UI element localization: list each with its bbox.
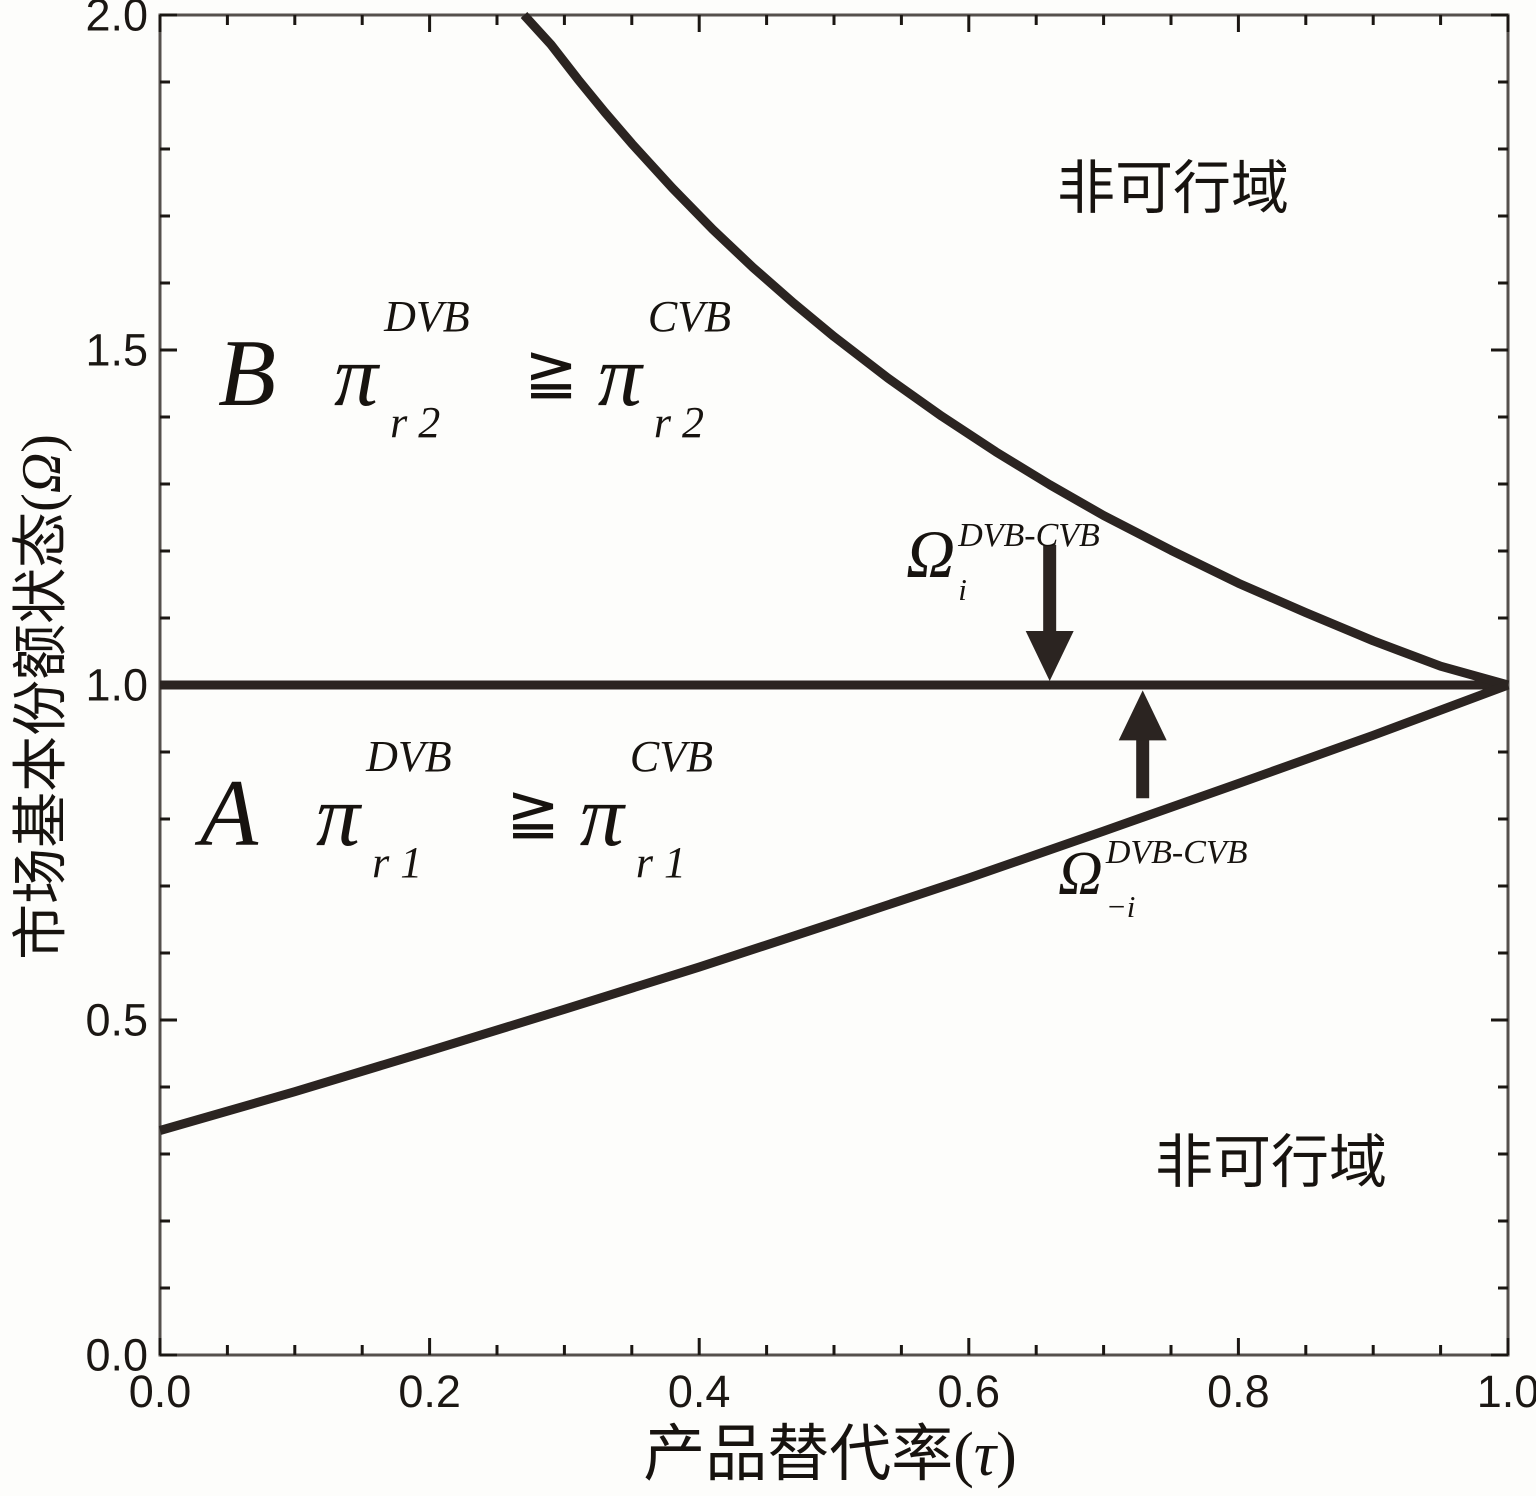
pi-symbol: π bbox=[316, 768, 361, 865]
y-axis-title-close: ) bbox=[11, 434, 73, 453]
omega-neg-i-annotation: Ω DVB-CVB −i bbox=[1058, 834, 1263, 923]
infeasible-region-label-bottom: 非可行域 bbox=[1155, 1130, 1388, 1195]
superscript-dvb-cvb: DVB-CVB bbox=[958, 517, 1100, 554]
subscript-r2: r 2 bbox=[390, 398, 441, 447]
y-tick-label-0.0: 0.0 bbox=[85, 1329, 148, 1381]
omega-symbol: Ω bbox=[1058, 840, 1103, 908]
pi-symbol: π bbox=[597, 328, 642, 425]
x-tick-label-0.4: 0.4 bbox=[667, 1366, 731, 1417]
omega-neg-i-arrow-head bbox=[1118, 690, 1167, 741]
x-axis-title: 产品替代率(τ) bbox=[643, 1424, 1017, 1486]
superscript-dvb: DVB bbox=[366, 732, 452, 781]
x-axis-title-text: 产品替代率( bbox=[643, 1421, 974, 1489]
y-tick-label-1.0: 1.0 bbox=[85, 659, 148, 711]
upper-boundary-curve bbox=[520, 11, 1510, 690]
x-tick-label-0.8: 0.8 bbox=[1207, 1366, 1270, 1417]
y-tick-label-2.0: 2.0 bbox=[85, 0, 148, 41]
lower-boundary-curve bbox=[158, 680, 1510, 1135]
geq-symbol: ≧ bbox=[524, 335, 578, 409]
pi-scripts: DVB r 1 bbox=[360, 735, 500, 885]
omega-symbol: Ω bbox=[11, 452, 73, 494]
y-axis-title: 市场基本份额状态(Ω) bbox=[11, 434, 73, 960]
pi-scripts: DVB r 2 bbox=[378, 295, 518, 445]
tau-symbol: τ bbox=[973, 1421, 997, 1489]
pi-symbol: π bbox=[579, 768, 624, 865]
subscript-r1: r 1 bbox=[372, 838, 423, 887]
omega-scripts: DVB-CVB −i bbox=[1103, 834, 1263, 923]
x-tick-label-0.6: 0.6 bbox=[937, 1366, 1001, 1417]
pi-scripts: CVB r 2 bbox=[642, 295, 782, 445]
x-tick-label-0.0: 0.0 bbox=[128, 1366, 192, 1417]
superscript-cvb: CVB bbox=[647, 292, 731, 341]
superscript-cvb: CVB bbox=[629, 732, 713, 781]
superscript-dvb: DVB bbox=[384, 292, 470, 341]
region-a-letter: A bbox=[200, 760, 259, 866]
pi-scripts: CVB r 1 bbox=[624, 735, 764, 885]
x-tick-label-1.0: 1.0 bbox=[1476, 1366, 1536, 1417]
subscript-i: i bbox=[958, 572, 967, 607]
omega-i-annotation: Ω DVB-CVB i bbox=[906, 516, 1115, 606]
y-axis-title-text: 市场基本份额状态( bbox=[11, 493, 73, 960]
infeasible-region-label-top: 非可行域 bbox=[1057, 156, 1290, 221]
y-tick-label-1.5: 1.5 bbox=[85, 324, 148, 376]
omega-i-arrow-head bbox=[1025, 630, 1074, 681]
omega-scripts: DVB-CVB i bbox=[955, 517, 1115, 606]
geq-symbol: ≧ bbox=[506, 775, 560, 849]
x-tick-label-0.2: 0.2 bbox=[398, 1366, 461, 1417]
subscript-neg-i: −i bbox=[1105, 889, 1136, 924]
y-tick-label-0.5: 0.5 bbox=[85, 994, 148, 1046]
subscript-r2: r 2 bbox=[653, 398, 704, 447]
superscript-dvb-cvb: DVB-CVB bbox=[1105, 834, 1248, 871]
subscript-r1: r 1 bbox=[635, 838, 686, 887]
region-b-letter: B bbox=[218, 320, 277, 426]
pi-symbol: π bbox=[334, 328, 379, 425]
omega-symbol: Ω bbox=[906, 516, 956, 592]
x-axis-title-close: ) bbox=[996, 1421, 1017, 1489]
